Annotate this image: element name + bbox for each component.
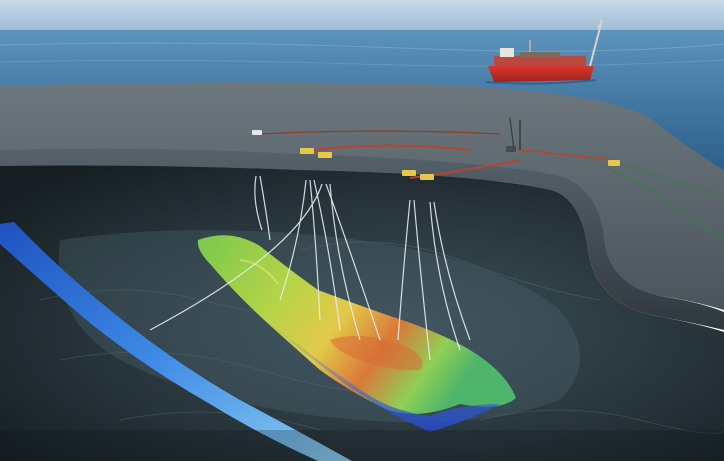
subsea-pipelines xyxy=(259,117,724,241)
oil-reservoir-heatmap xyxy=(197,235,516,432)
blue-layer xyxy=(0,222,352,461)
well-paths xyxy=(149,175,471,361)
subsea-manifolds xyxy=(252,130,620,180)
seabed-platform xyxy=(0,82,724,311)
fpso-vessel xyxy=(485,19,603,85)
